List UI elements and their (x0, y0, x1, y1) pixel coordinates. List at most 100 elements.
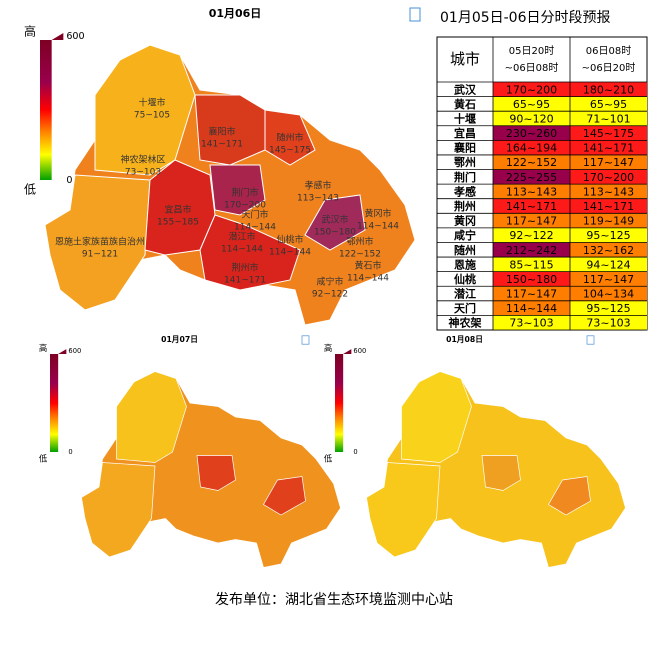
city-range: 145~175 (269, 146, 311, 156)
region-area (304, 194, 366, 251)
city-range: 113~143 (297, 194, 339, 204)
legend-high-value: 600 (353, 347, 366, 355)
legend-cap (58, 349, 67, 354)
value-cell: 113~143 (583, 185, 634, 198)
city-name: 黄冈市 (364, 208, 391, 220)
value-cell: 95~125 (586, 229, 630, 242)
table-cell-bg (570, 125, 647, 141)
value-cell: 95~125 (586, 302, 630, 315)
table-cell-bg (493, 184, 570, 199)
table-cell-bg (570, 154, 647, 170)
region-area (401, 371, 472, 463)
table-cell-bg (570, 198, 647, 214)
value-cell: 122~152 (506, 156, 557, 169)
city-range: 150~180 (314, 228, 356, 238)
table-cell-bg (493, 154, 570, 170)
value-cell: 170~200 (506, 83, 557, 96)
table-title: 01月05日-06日分时段预报 (440, 10, 611, 26)
table-cell-bg (570, 82, 647, 97)
value-cell: 225~255 (506, 171, 557, 184)
city-range: 114~144 (234, 223, 276, 233)
city-cell: 潜江 (454, 287, 476, 301)
city-name: 神农架林区 (120, 154, 165, 166)
main-map: 高 600 低 0 十堰市 75~105 神农架林区 73~103 襄阳市 141~171 随州市 1… (24, 24, 416, 326)
small-map: 高 600 低 0 01月07日 (39, 335, 341, 568)
legend-high: 高 (24, 24, 36, 39)
city-range: 122~152 (339, 250, 381, 260)
city-name: 宜昌市 (164, 204, 191, 216)
value-cell: 104~134 (583, 288, 634, 301)
city-cell: 荆州 (454, 199, 476, 213)
legend-low: 低 (39, 454, 48, 464)
value-cell: 113~143 (506, 185, 557, 198)
region-area (44, 174, 151, 311)
city-cell: 天门 (454, 301, 476, 315)
city-cell: 仙桃 (454, 272, 476, 286)
city-cell: 孝感 (453, 184, 476, 198)
table-cell-bg (570, 300, 647, 316)
region-area (199, 214, 301, 291)
table-cell-bg (570, 184, 647, 199)
table-cell-bg (570, 169, 647, 185)
legend-cap (51, 33, 64, 40)
value-cell: 92~122 (509, 229, 553, 242)
region-area (548, 476, 591, 516)
icon (409, 7, 421, 22)
value-cell: 150~180 (506, 273, 557, 286)
table-cell-bg (493, 271, 570, 287)
city-name: 潜江市 (228, 231, 255, 243)
region-area (94, 44, 196, 176)
city-cell: 十堰 (454, 111, 476, 125)
value-cell: 119~149 (583, 215, 634, 228)
table-cell-bg (570, 227, 647, 243)
city-name: 随州市 (276, 132, 303, 144)
map-title: 01月06日 (209, 7, 262, 20)
region-area (196, 455, 236, 491)
value-cell: 73~103 (509, 317, 553, 330)
city-name: 十堰市 (138, 97, 165, 109)
city-range: 114~144 (357, 222, 399, 232)
city-cell: 武汉 (454, 82, 477, 96)
legend-low-value: 0 (68, 448, 72, 456)
value-cell: 94~124 (586, 258, 630, 271)
legend-bar (335, 354, 344, 452)
value-cell: 117~147 (506, 215, 557, 228)
legend-low-value: 0 (66, 175, 72, 186)
city-range: 73~103 (125, 168, 161, 178)
value-cell: 212~242 (506, 244, 557, 257)
legend-high-value: 600 (68, 347, 81, 355)
table-cell-bg (570, 286, 647, 301)
table-cell-bg (570, 315, 647, 330)
map-title: 01月07日 (161, 335, 198, 344)
value-cell: 117~147 (506, 288, 557, 301)
table-cell-bg (493, 82, 570, 97)
city-range: 75~105 (134, 111, 170, 121)
table-cell-bg (493, 140, 570, 155)
legend-cap (343, 349, 352, 354)
value-cell: 230~260 (506, 127, 557, 140)
legend-high: 高 (324, 343, 332, 353)
table-cell-bg (493, 169, 570, 185)
value-cell: 114~144 (506, 302, 557, 315)
city-range: 141~171 (224, 276, 266, 286)
city-name: 天门市 (241, 209, 268, 221)
value-cell: 117~147 (583, 156, 634, 169)
city-range: 114~144 (347, 274, 389, 284)
value-cell: 117~147 (583, 273, 634, 286)
legend-low: 低 (324, 454, 333, 464)
region-area (263, 476, 306, 516)
city-name: 鄂州市 (346, 236, 373, 248)
table-cell-bg (493, 213, 570, 228)
table-cell-bg (493, 96, 570, 112)
city-cell: 黄冈 (454, 214, 476, 228)
table-cell-bg (570, 140, 647, 155)
legend-low: 低 (24, 183, 36, 197)
value-cell: 141~171 (583, 200, 634, 213)
region-area (264, 109, 316, 166)
city-range: 114~144 (221, 245, 263, 255)
table-cell-bg (493, 286, 570, 301)
region-area (116, 371, 187, 463)
city-name: 咸宁市 (316, 276, 343, 288)
